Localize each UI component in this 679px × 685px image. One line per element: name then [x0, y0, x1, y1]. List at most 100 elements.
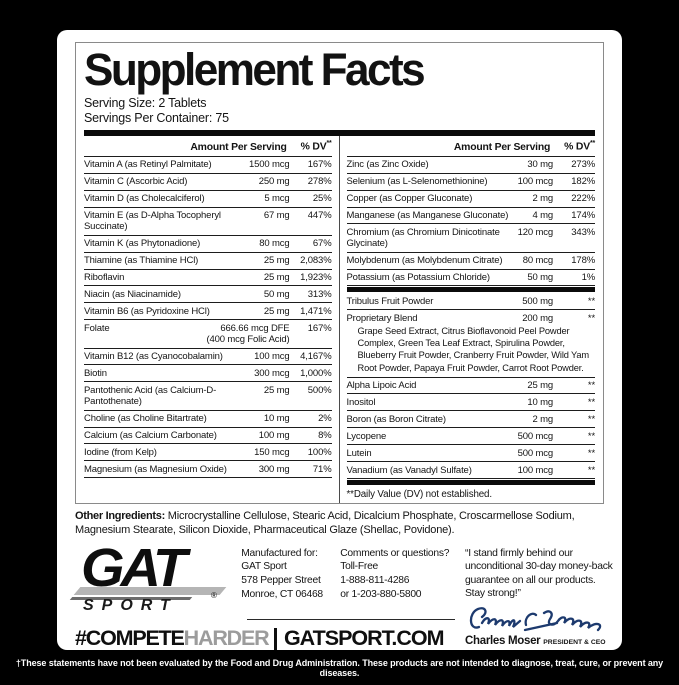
ingredient-amount: 25 mg: [263, 305, 290, 317]
table-row: Vitamin K (as Phytonadione) 80 mcg 67%: [84, 236, 332, 253]
serving-size: Serving Size: 2 Tablets: [84, 95, 207, 110]
table-row: Iodine (from Kelp) 150 mcg 100%: [84, 444, 332, 462]
other-ingredients: Other Ingredients: Microcrystalline Cell…: [75, 509, 604, 538]
ingredient-dv: 1%: [581, 272, 596, 284]
ingredient-amount: 50 mg: [263, 288, 290, 300]
table-row: Magnesium (as Magnesium Oxide) 300 mg 71%: [84, 461, 332, 479]
ingredient-name: Chromium (as Chromium Dinicotinate Glyci…: [346, 226, 500, 250]
ingredient-dv: **: [587, 295, 595, 307]
ingredient-dv: 273%: [571, 159, 595, 171]
ingredient-dv: 447%: [307, 210, 332, 222]
table-row: Niacin (as Niacinamide) 50 mg 313%: [84, 286, 332, 304]
ingredient-amount: 2 mg: [532, 413, 553, 425]
footer-bottom-row: #COMPETEHARDER GATSPORT.COM: [75, 618, 457, 653]
ingredient-name: Pantothenic Acid (as Calcium-D-Pantothen…: [84, 384, 217, 408]
footer-left: GAT ® SPORT Manufactured for: GAT Sport …: [69, 537, 457, 653]
ingredient-amount: 500 mcg: [517, 430, 554, 442]
ingredient-amount: 5 mcg: [264, 193, 290, 205]
facts-column-right: Amount Per Serving % DV** Zinc (as Zinc …: [340, 136, 596, 503]
fda-disclaimer: †These statements have not been evaluate…: [15, 658, 664, 678]
manufacturer-line: Monroe, CT 06468: [241, 588, 323, 600]
ingredient-amount: 300 mg: [258, 463, 290, 475]
ingredient-amount: 100 mcg: [517, 176, 554, 188]
contact-line: 1-888-811-4286: [340, 574, 410, 586]
vertical-separator: [274, 627, 277, 650]
table-row: Manganese (as Manganese Gluconate) 4 mg 17…: [346, 208, 595, 225]
ingredient-name: Magnesium (as Magnesium Oxide): [84, 463, 227, 475]
sport-wordmark: SPORT: [83, 596, 178, 614]
table-row: Pantothenic Acid (as Calcium-D-Pantothen…: [84, 382, 332, 411]
ingredient-name: Lycopene: [346, 430, 387, 442]
gat-sport-logo: GAT ® SPORT: [69, 537, 241, 619]
ingredient-dv: **: [587, 430, 595, 442]
contact-line: or 1-203-880-5800: [340, 588, 422, 600]
ingredient-name: Niacin (as Niacinamide): [84, 288, 181, 300]
ingredient-name: Vitamin C (Ascorbic Acid): [84, 176, 188, 188]
ingredient-dv: 25%: [312, 193, 332, 205]
table-row: Vitamin E (as D-Alpha Tocopheryl Succina…: [84, 208, 332, 236]
ingredient-amount: 1500 mcg: [248, 159, 290, 171]
signer-name: Charles Moser PRESIDENT & CEO: [465, 634, 606, 647]
footer-top-row: GAT ® SPORT Manufactured for: GAT Sport …: [69, 537, 457, 619]
table-row: Thiamine (as Thiamine HCl) 25 mg 2,083%: [84, 253, 332, 270]
ingredient-name: Vanadium (as Vanadyl Sulfate): [346, 464, 472, 476]
column-header-left: Amount Per Serving % DV**: [84, 136, 332, 157]
ingredient-amount: 500 mg: [522, 295, 553, 307]
ingredient-dv: 278%: [307, 176, 332, 188]
website-url: GATSPORT.COM: [283, 626, 445, 651]
table-row: Molybdenum (as Molybdenum Citrate) 80 mcg…: [346, 253, 595, 270]
ingredient-dv: **: [587, 396, 595, 408]
signature-icon: [469, 606, 602, 631]
ingredient-dv: 313%: [307, 288, 332, 300]
ingredient-name: Biotin: [84, 367, 107, 379]
serving-info: Serving Size: 2 Tablets Servings Per Con…: [84, 96, 595, 127]
ingredient-dv: **: [587, 312, 595, 324]
ingredient-dv: 182%: [571, 176, 595, 188]
dv-header: % DV**: [564, 140, 595, 153]
ingredient-dv: 167%: [307, 159, 332, 171]
footer-divider-line: [247, 618, 455, 621]
ingredient-dv: **: [587, 413, 595, 425]
ingredient-dv: 500%: [307, 384, 332, 396]
ingredient-amount: 200 mg: [522, 312, 553, 324]
ingredient-amount: 25 mg: [263, 255, 290, 267]
amount-per-serving-header: Amount Per Serving: [453, 141, 551, 153]
ingredient-name: Potassium (as Potassium Chloride): [346, 272, 491, 284]
ingredient-dv: 8%: [318, 430, 332, 441]
table-row: Chromium (as Chromium Dinicotinate Glyci…: [346, 224, 595, 253]
ingredient-amount: 100 mcg: [254, 351, 290, 363]
table-row: Calcium (as Calcium Carbonate) 100 mg 8%: [84, 428, 332, 445]
ingredient-name: Copper (as Copper Gluconate): [346, 193, 473, 205]
ingredient-name: Thiamine (as Thiamine HCl): [84, 255, 199, 267]
table-row: Alpha Lipoic Acid 25 mg **: [346, 378, 595, 395]
ingredient-dv: 100%: [307, 446, 332, 458]
ingredient-amount: 100 mcg: [517, 464, 554, 476]
table-row: Boron (as Boron Citrate) 2 mg **: [346, 411, 595, 429]
ingredient-amount: 500 mcg: [517, 447, 554, 459]
ingredient-amount: 4 mg: [532, 210, 553, 222]
servings-per-container: Servings Per Container: 75: [84, 111, 229, 126]
ingredient-dv: 1,471%: [300, 305, 332, 317]
ingredient-dv: **: [587, 380, 595, 392]
manufacturer-line: Manufactured for:: [241, 547, 318, 559]
ingredient-name: Vitamin K (as Phytonadione): [84, 238, 201, 250]
ingredient-name: Manganese (as Manganese Gluconate): [346, 210, 509, 222]
ingredient-amount: 25 mg: [527, 380, 553, 392]
ingredient-amount: 25 mg: [263, 384, 290, 396]
registered-mark: ®: [211, 590, 217, 600]
ingredient-dv: 1,000%: [300, 367, 332, 379]
ingredient-amount: 150 mcg: [254, 446, 290, 458]
daily-value-note: **Daily Value (DV) not established.: [346, 488, 493, 500]
table-row: Potassium (as Potassium Chloride) 50 mg 1%: [346, 270, 596, 287]
ingredient-amount: 80 mcg: [522, 255, 553, 267]
table-row: Vitamin B12 (as Cyanocobalamin) 100 mcg 4,…: [84, 349, 332, 366]
ingredient-dv: **: [587, 447, 595, 459]
thick-divider-top: [84, 130, 595, 137]
ingredient-dv: 343%: [571, 226, 595, 238]
ingredient-name: Vitamin B12 (as Cyanocobalamin): [84, 351, 223, 363]
ingredient-name: Boron (as Boron Citrate): [346, 413, 447, 425]
ingredient-amount: 30 mg: [527, 159, 553, 171]
ingredient-name: Riboflavin: [84, 272, 125, 284]
ingredient-name: Vitamin A (as Retinyl Palmitate): [84, 159, 212, 171]
ingredient-name: Vitamin D (as Cholecalciferol): [84, 193, 205, 205]
